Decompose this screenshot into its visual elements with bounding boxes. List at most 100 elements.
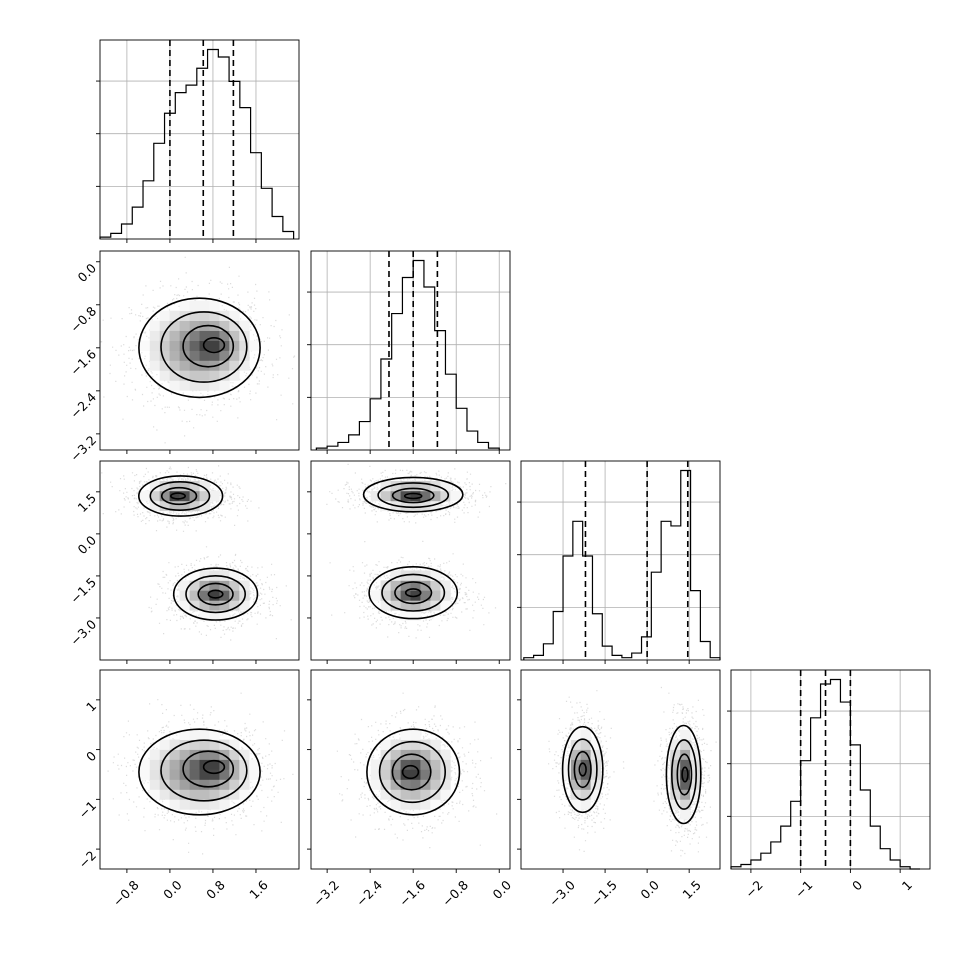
density-cell (229, 779, 240, 790)
density-cell (179, 380, 190, 391)
density-cell (380, 480, 391, 492)
density-cell (380, 500, 391, 512)
density-cell (179, 759, 190, 770)
density-cell (199, 350, 210, 361)
density-cell (410, 490, 421, 502)
density-cell (219, 360, 230, 371)
density-cell (410, 799, 421, 810)
density-cell (420, 600, 431, 611)
density-cell (189, 500, 200, 512)
density-cell (430, 570, 441, 581)
y-tick-label: 0 (83, 748, 99, 764)
contour-level-3 (681, 766, 689, 783)
joint-content (336, 692, 498, 849)
density-cell (169, 370, 180, 381)
density-cell (580, 789, 591, 800)
contour-level-2 (676, 753, 693, 796)
density-cell (209, 769, 220, 780)
density-cell (189, 380, 200, 391)
density-cell (149, 340, 161, 351)
density-cell (159, 789, 170, 800)
contour-level-3 (578, 762, 587, 777)
x-tick-label: −1.6 (396, 877, 428, 909)
density-cell (169, 749, 180, 760)
density-cell (219, 570, 230, 581)
density-cell (580, 729, 591, 740)
density-cell (199, 729, 210, 740)
density-cell (390, 759, 401, 770)
histogram-steps (730, 678, 921, 870)
x-tick-label: 0.0 (637, 877, 662, 902)
density-cell (199, 749, 210, 760)
density-cell (440, 480, 451, 492)
density-cell (189, 330, 200, 341)
contour-level-2 (573, 750, 592, 789)
density-cell (430, 739, 441, 750)
density-cell (169, 320, 180, 331)
density-cell (219, 320, 230, 331)
density-cell (430, 799, 441, 810)
density-cell (430, 769, 441, 780)
density-cell (189, 799, 200, 810)
density-cell (209, 490, 220, 502)
density-cell (169, 799, 180, 810)
density-cell (199, 380, 210, 391)
density-cell (199, 300, 210, 312)
density-cell (680, 809, 691, 820)
histogram-panel-3 (727, 669, 931, 873)
density-cell (570, 769, 582, 780)
density-cell (199, 570, 210, 581)
density-cell (590, 739, 601, 750)
density-cell (400, 610, 411, 621)
density-cell (420, 490, 431, 502)
density-cell (570, 759, 582, 770)
density-cell (380, 779, 391, 790)
density-cell (690, 769, 701, 780)
density-cell (149, 779, 161, 790)
density-cell (400, 480, 411, 492)
density-cell (149, 350, 161, 361)
y-tick-label: 0.0 (75, 260, 100, 285)
y-tick-label: −1.5 (67, 575, 99, 607)
density-cell (390, 779, 401, 790)
density-cell (380, 789, 391, 800)
density-cell (209, 370, 220, 381)
density-cell (149, 789, 161, 800)
density-cell (209, 350, 220, 361)
density-cell (410, 610, 421, 621)
contour-level-1 (378, 740, 447, 804)
density-cell (410, 580, 421, 591)
density-cell (590, 759, 601, 770)
density-cell (410, 789, 421, 800)
density-cell (390, 490, 401, 502)
density-cell (690, 749, 701, 760)
density-cell (670, 759, 681, 770)
x-tick-label: 0.8 (203, 877, 228, 902)
density-cell (189, 370, 200, 381)
density-cell (570, 749, 582, 760)
density-cell (189, 350, 200, 361)
density-cell (159, 370, 170, 381)
density-cell (179, 500, 190, 512)
joint-panel-2-1 (307, 460, 511, 664)
density-cell (159, 739, 170, 750)
x-tick-label: 1.5 (679, 877, 704, 902)
density-cell (380, 590, 391, 601)
histogram-steps (523, 469, 721, 660)
x-tick-label: −2.4 (353, 877, 385, 909)
density-cell (680, 759, 691, 770)
y-tick-label: 1 (83, 698, 99, 714)
density-cell (159, 350, 170, 361)
density-cell (410, 759, 421, 770)
contour-level-2 (197, 582, 234, 606)
x-tick-label: −3.0 (546, 877, 578, 909)
density-cell (229, 759, 240, 770)
y-tick-label: −3.0 (67, 617, 99, 649)
density-cell (390, 749, 401, 760)
density-cell (179, 779, 190, 790)
density-cell (580, 779, 591, 790)
density-cell (229, 310, 240, 321)
density-cell (139, 769, 151, 780)
density-cell (189, 490, 200, 502)
density-cell (680, 739, 691, 750)
